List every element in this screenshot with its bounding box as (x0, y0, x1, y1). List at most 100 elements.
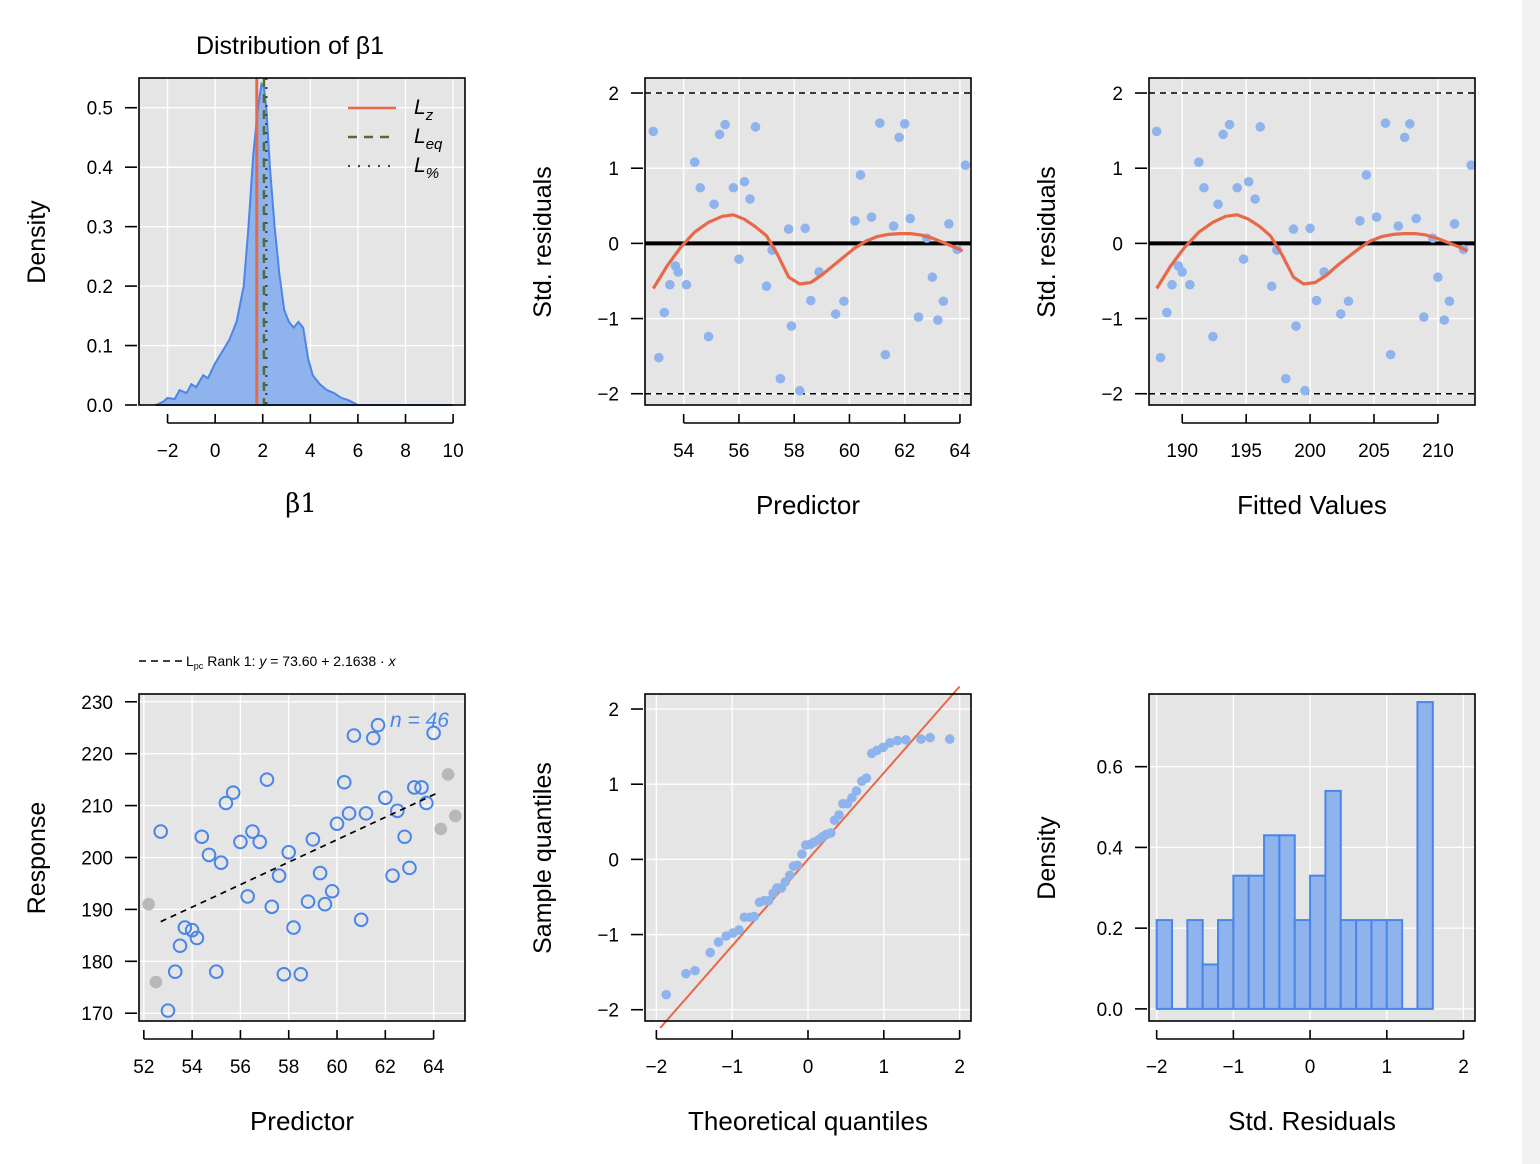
p5-point (851, 786, 862, 796)
p4-point (317, 896, 333, 912)
p2-ytick-label: 2 (608, 84, 619, 105)
p4-point (385, 868, 400, 883)
p3-point (1291, 321, 1301, 331)
p2-ylabel: Std. residuals (529, 166, 557, 317)
p2-point (880, 349, 891, 360)
p1-xlabel: β1 (285, 489, 317, 519)
p1-legend-lpct: L% (414, 154, 439, 182)
p4-annotation: n = 46 (390, 709, 449, 732)
p4-legend: Lpc Rank 1: y = 73.60 + 2.1638 · x (139, 653, 397, 671)
p3-point (1466, 160, 1476, 170)
p4-ytick-label: 190 (81, 900, 113, 921)
p3-point (1213, 199, 1223, 210)
p2-point (728, 182, 739, 193)
p2-point (927, 272, 938, 283)
p2-point (775, 373, 786, 384)
p2-point (913, 312, 924, 322)
p3-point (1385, 349, 1396, 360)
p5-xtick-label: −2 (646, 1057, 668, 1078)
p5-point (690, 965, 700, 976)
p1-xtick-label: 2 (257, 441, 268, 462)
p1-ytick-label: 0.4 (87, 158, 114, 179)
p3-point (1335, 309, 1346, 319)
p3-point (1380, 118, 1391, 128)
p6-ytick-label: 0.6 (1097, 758, 1123, 779)
p2-point (899, 119, 910, 129)
p5-point (901, 735, 911, 745)
p6-bar (1247, 874, 1266, 1010)
panel-response-vs-predictor: Lpc Rank 1: y = 73.60 + 2.1638 · x 52 54 5… (23, 653, 466, 1136)
p2-point (800, 223, 811, 234)
p3-point (1399, 132, 1410, 143)
p2-point (659, 307, 670, 318)
p3-point (1177, 267, 1188, 277)
p2-point (888, 221, 899, 231)
p2-point (850, 216, 860, 226)
p4-point (300, 894, 316, 909)
p3-point (1224, 119, 1235, 130)
p2-point (695, 182, 706, 193)
p4-ytick-label: 230 (81, 693, 113, 714)
p2-point (709, 199, 719, 210)
panel-qq-plot: −2 −1 0 1 2 −2 −1 0 1 2 Sample quantiles Theoreti… (529, 685, 972, 1136)
p5-point (925, 732, 935, 743)
p5-point (792, 860, 803, 871)
p4-point (346, 728, 362, 743)
p3-point (1444, 296, 1455, 307)
p3-xtick-label: 195 (1230, 441, 1262, 462)
p2-point (783, 224, 794, 234)
p3-xlabel: Fitted Values (1237, 490, 1387, 520)
p4-point (281, 845, 297, 860)
p4-outlier-point (449, 809, 462, 823)
p4-point (213, 855, 229, 870)
p5-point (763, 895, 774, 906)
p6-ylabel: Density (1033, 816, 1061, 900)
p6-bar (1324, 789, 1342, 1010)
p2-point (894, 132, 904, 143)
p4-point (218, 795, 234, 811)
p2-xlabel: Predictor (756, 490, 860, 520)
p5-point (713, 937, 724, 947)
p1-legend-lz: Lz (414, 96, 434, 124)
p3-point (1194, 157, 1204, 167)
p4-outlier-point (434, 822, 448, 836)
p6-ytick-label: 0.0 (1097, 1000, 1123, 1021)
p6-bar (1278, 834, 1296, 1010)
p4-point (397, 829, 412, 845)
p2-xtick-label: 58 (784, 441, 805, 462)
p2-point (905, 213, 916, 224)
p2-point (933, 315, 943, 325)
p3-point (1405, 119, 1415, 129)
p4-point (402, 860, 417, 876)
p6-bar (1416, 701, 1434, 1010)
p3-smooth-line (1155, 213, 1469, 290)
p4-legend-text: Lpc Rank 1: y = 73.60 + 2.1638 · x (186, 653, 397, 671)
p3-point (1255, 122, 1266, 132)
p5-point (661, 989, 672, 1000)
p5-ytick-label: 2 (608, 700, 619, 721)
p2-point (875, 118, 885, 128)
p6-ytick-label: 0.2 (1097, 919, 1123, 940)
p6-bar (1355, 919, 1373, 1010)
p4-ytick-label: 180 (81, 952, 113, 973)
p3-point (1311, 295, 1322, 306)
p4-fit-line (160, 791, 439, 923)
p1-ytick-label: 0.1 (87, 337, 113, 358)
p4-point (329, 816, 345, 832)
p3-ytick-label: 2 (1112, 84, 1123, 105)
p1-xtick-label: 0 (210, 441, 221, 462)
p4-ytick-label: 200 (81, 849, 113, 870)
p5-xlabel: Theoretical quantiles (688, 1106, 928, 1136)
p3-point (1371, 212, 1382, 222)
p5-ytick-label: −2 (597, 1001, 619, 1022)
p2-point (761, 281, 772, 292)
p5-ytick-label: 0 (608, 850, 619, 871)
p5-point (892, 735, 903, 746)
p2-point (745, 194, 755, 204)
p3-point (1305, 223, 1315, 234)
p1-xtick-label: 6 (353, 441, 364, 462)
p1-xtick-label: −2 (157, 441, 179, 462)
p4-point (370, 717, 386, 733)
p4-xtick-label: 58 (278, 1057, 299, 1078)
p5-point (834, 810, 844, 820)
